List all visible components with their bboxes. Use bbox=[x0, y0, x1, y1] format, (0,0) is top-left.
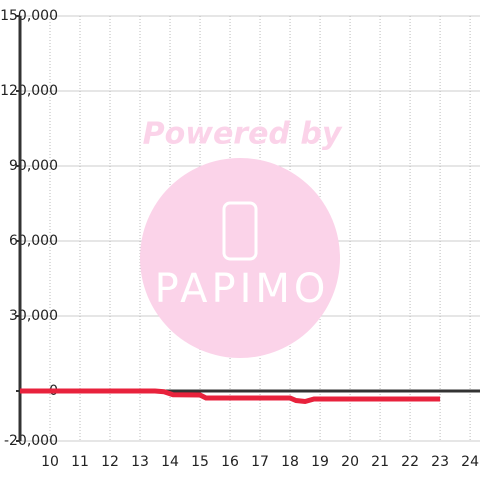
y-tick-label: 150,000 bbox=[0, 8, 58, 24]
watermark-brand: PAPIMO bbox=[155, 266, 330, 312]
x-tick-label: 13 bbox=[131, 454, 149, 470]
x-tick-label: 24 bbox=[461, 454, 479, 470]
x-tick-label: 11 bbox=[71, 454, 89, 470]
x-tick-label: 17 bbox=[251, 454, 269, 470]
x-tick-label: 19 bbox=[311, 454, 329, 470]
x-tick-label: 18 bbox=[281, 454, 299, 470]
x-tick-label: 20 bbox=[341, 454, 359, 470]
series-line bbox=[20, 388, 441, 405]
x-tick-label: 21 bbox=[371, 454, 389, 470]
x-tick-label: 23 bbox=[431, 454, 449, 470]
x-tick-label: 16 bbox=[221, 454, 239, 470]
y-tick-label: -20,000 bbox=[4, 433, 58, 449]
x-tick-label: 12 bbox=[101, 454, 119, 470]
watermark-title: Powered by bbox=[143, 117, 343, 152]
x-tick-label: 22 bbox=[401, 454, 419, 470]
y-tick-label: 120,000 bbox=[0, 83, 58, 99]
watermark-icon bbox=[222, 201, 258, 261]
x-tick-label: 14 bbox=[161, 454, 179, 470]
x-tick-label: 15 bbox=[191, 454, 209, 470]
x-tick-label: 10 bbox=[41, 454, 59, 470]
